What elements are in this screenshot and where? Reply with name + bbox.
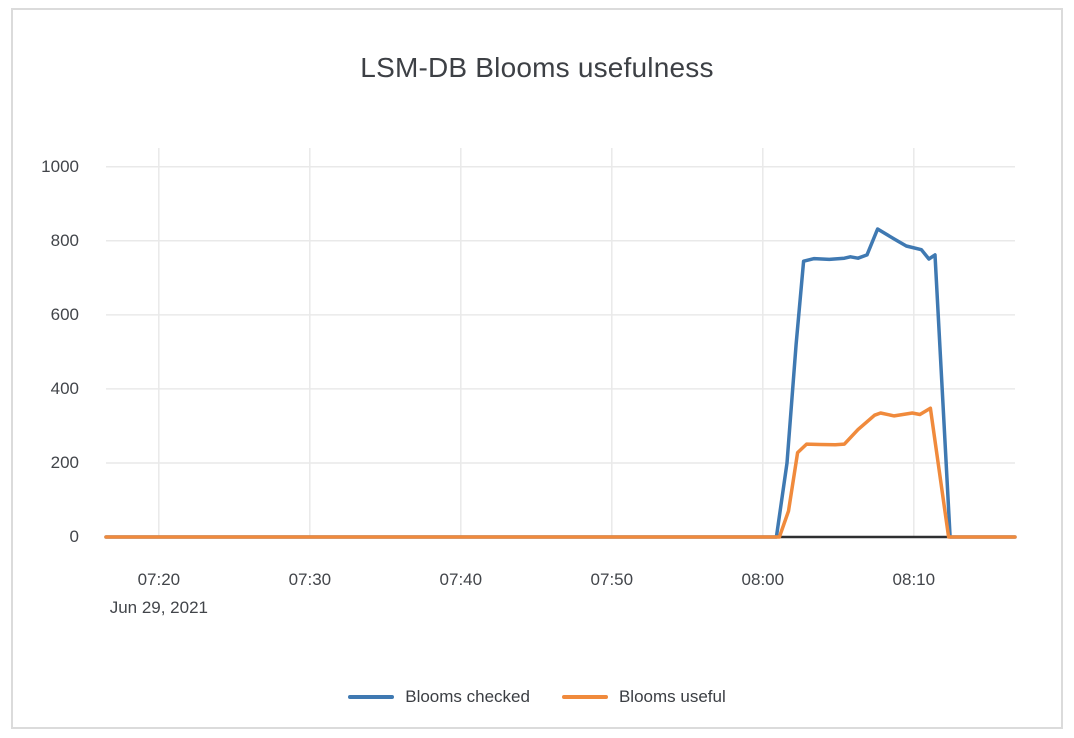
legend-label-blooms-checked: Blooms checked [405, 687, 530, 706]
chart-card: LSM-DB Blooms usefulness 0 200 400 600 800 10… [11, 8, 1063, 729]
y-tick-label: 0 [69, 527, 79, 546]
series-line-blooms-checked [104, 227, 1017, 539]
y-tick-label: 600 [50, 304, 79, 324]
x-axis-date-label: Jun 29, 2021 [109, 598, 208, 617]
x-tick-label: 07:50 [590, 570, 634, 589]
x-tick-label: 08:00 [741, 570, 785, 589]
legend-line-swatch-blooms-useful [561, 695, 608, 699]
series-line-blooms-useful [104, 406, 1017, 539]
y-tick-label: 400 [50, 378, 79, 398]
legend-label-blooms-useful: Blooms useful [618, 687, 726, 706]
x-tick-label: 07:20 [137, 570, 181, 589]
chart-title: LSM-DB Blooms usefulness [360, 52, 714, 83]
y-tick-label: 200 [50, 452, 79, 472]
y-tick-label: 1000 [41, 156, 79, 176]
y-tick-label: 800 [50, 230, 79, 250]
legend-line-swatch-blooms-checked [348, 695, 395, 699]
x-tick-label: 08:10 [892, 570, 936, 589]
x-tick-label: 07:30 [288, 570, 332, 589]
legend-item-blooms-checked[interactable]: Blooms checked [348, 687, 530, 707]
plot-area[interactable] [104, 148, 1017, 539]
legend: Blooms checked Blooms useful [13, 687, 1061, 707]
x-tick-label: 07:40 [439, 570, 483, 589]
legend-item-blooms-useful[interactable]: Blooms useful [561, 687, 726, 707]
